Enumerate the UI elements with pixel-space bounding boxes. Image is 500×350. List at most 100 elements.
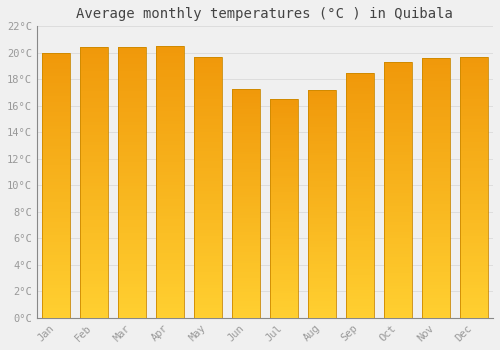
Bar <box>308 307 336 309</box>
Bar <box>42 53 70 318</box>
Bar <box>80 48 108 318</box>
Bar <box>308 230 336 232</box>
Bar <box>194 282 222 285</box>
Bar <box>118 51 146 54</box>
Bar <box>346 91 374 94</box>
Bar <box>346 73 374 318</box>
Bar <box>232 309 260 312</box>
Bar <box>346 281 374 284</box>
Bar <box>346 134 374 137</box>
Bar <box>194 292 222 295</box>
Bar <box>232 112 260 114</box>
Bar <box>346 94 374 97</box>
Bar <box>118 149 146 152</box>
Bar <box>422 276 450 279</box>
Bar <box>42 202 70 205</box>
Bar <box>460 148 487 152</box>
Bar <box>384 129 411 132</box>
Bar <box>80 166 108 169</box>
Bar <box>232 108 260 112</box>
Bar <box>460 109 487 112</box>
Bar <box>42 252 70 255</box>
Bar <box>422 139 450 142</box>
Bar <box>384 117 411 120</box>
Bar <box>308 158 336 161</box>
Bar <box>384 199 411 203</box>
Bar <box>308 98 336 101</box>
Bar <box>232 298 260 301</box>
Bar <box>270 148 297 151</box>
Bar <box>422 87 450 91</box>
Bar <box>156 84 184 87</box>
Bar <box>346 220 374 223</box>
Bar <box>118 118 146 122</box>
Bar <box>194 128 222 132</box>
Bar <box>308 187 336 190</box>
Bar <box>118 230 146 233</box>
Bar <box>118 88 146 91</box>
Bar <box>194 76 222 79</box>
Bar <box>194 135 222 138</box>
Bar <box>422 233 450 237</box>
Bar <box>80 142 108 146</box>
Bar <box>156 236 184 240</box>
Bar <box>422 178 450 182</box>
Bar <box>118 142 146 146</box>
Bar <box>42 129 70 132</box>
Bar <box>80 301 108 304</box>
Bar <box>42 139 70 142</box>
Bar <box>118 247 146 250</box>
Bar <box>118 199 146 203</box>
Bar <box>232 152 260 154</box>
Bar <box>270 252 297 255</box>
Bar <box>194 315 222 318</box>
Bar <box>384 75 411 78</box>
Bar <box>156 182 184 186</box>
Bar <box>80 193 108 196</box>
Bar <box>42 182 70 186</box>
Bar <box>422 211 450 214</box>
Bar <box>384 257 411 260</box>
Bar <box>118 287 146 291</box>
Bar <box>270 138 297 140</box>
Bar <box>156 168 184 172</box>
Bar <box>42 288 70 291</box>
Bar <box>308 93 336 96</box>
Bar <box>308 278 336 281</box>
Bar <box>80 260 108 264</box>
Bar <box>194 70 222 73</box>
Bar <box>118 213 146 216</box>
Bar <box>346 76 374 79</box>
Bar <box>308 130 336 133</box>
Bar <box>308 167 336 170</box>
Bar <box>194 164 222 168</box>
Bar <box>232 306 260 309</box>
Bar <box>384 72 411 75</box>
Bar <box>194 288 222 292</box>
Bar <box>118 291 146 294</box>
Bar <box>270 184 297 187</box>
Bar <box>308 118 336 121</box>
Bar <box>384 110 411 113</box>
Bar <box>194 269 222 272</box>
Bar <box>384 65 411 69</box>
Bar <box>460 282 487 285</box>
Bar <box>156 250 184 253</box>
Bar <box>194 207 222 210</box>
Bar <box>460 66 487 70</box>
Bar <box>118 91 146 95</box>
Bar <box>194 63 222 66</box>
Bar <box>194 132 222 135</box>
Bar <box>156 257 184 260</box>
Bar <box>308 121 336 124</box>
Bar <box>156 152 184 155</box>
Bar <box>156 107 184 111</box>
Bar <box>194 57 222 318</box>
Bar <box>118 308 146 311</box>
Bar <box>42 241 70 245</box>
Bar <box>308 193 336 195</box>
Bar <box>346 189 374 192</box>
Bar <box>42 166 70 169</box>
Bar <box>346 149 374 152</box>
Bar <box>384 94 411 97</box>
